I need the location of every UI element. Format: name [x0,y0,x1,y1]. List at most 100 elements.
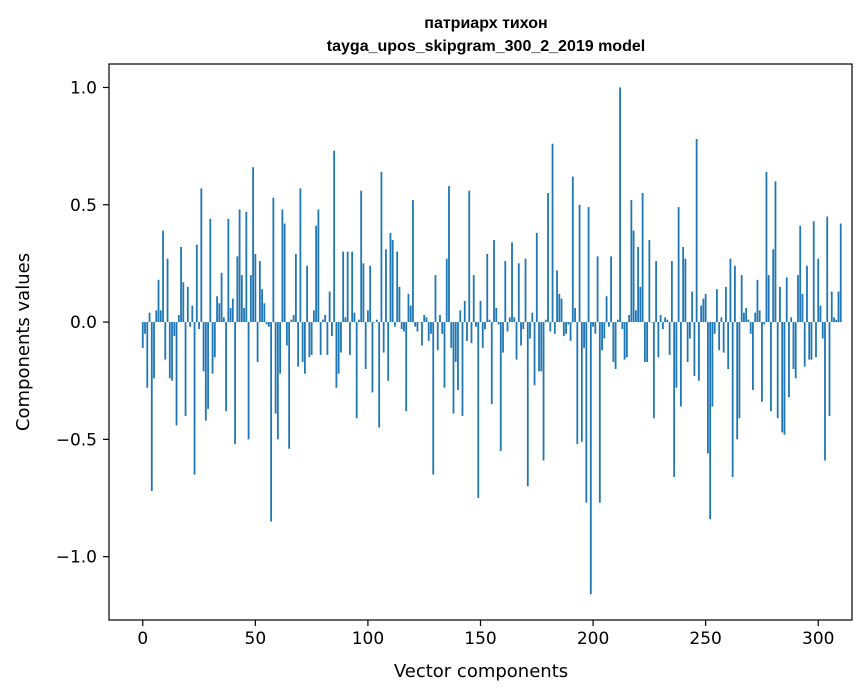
bar [186,286,189,323]
bar [306,265,309,323]
bar [767,275,770,323]
bar [745,307,748,323]
bar [605,296,608,323]
x-tick-label: 150 [464,629,496,649]
bar [650,322,653,323]
bar [641,193,644,323]
bar [547,193,549,323]
bar [646,322,649,362]
bar [344,317,347,323]
bar [189,322,191,327]
bar [558,293,561,323]
bar [673,322,676,477]
bar [797,275,799,323]
bar [542,322,545,461]
bar [677,207,680,323]
bar [799,225,802,323]
bar [184,322,187,416]
bar [475,322,477,327]
bar [686,322,689,362]
y-tick-label: 0.0 [70,313,97,333]
bar [168,322,171,379]
bar [452,322,455,414]
bar [522,322,525,330]
bar [382,322,385,353]
bar [398,286,401,323]
bar [738,322,741,419]
bar [761,322,763,402]
bar [639,286,642,323]
bar [529,322,531,339]
x-tick-label: 300 [802,629,834,649]
bar [367,310,369,323]
bar [466,322,468,341]
bar [317,209,320,323]
bar [632,230,635,323]
bar [319,322,322,355]
bar [439,315,441,323]
bar [700,305,703,323]
bar [540,322,543,372]
bar [389,232,392,323]
bar [794,322,797,379]
bar [695,139,698,323]
bar [445,258,448,323]
bar [725,286,727,323]
bar [432,322,435,475]
bar [790,317,793,323]
bar [815,322,817,358]
bar [601,322,603,351]
bar [285,322,288,346]
bar [256,322,259,362]
bar [141,322,144,348]
bar [231,298,234,323]
bar [506,322,509,332]
bar [461,322,464,416]
bar [819,305,822,323]
bar [821,322,824,339]
bar [612,322,615,362]
bar [652,322,655,419]
y-tick-label: −0.5 [56,430,97,450]
bar [209,218,212,323]
bar [544,319,547,323]
bar [369,265,372,323]
y-axis-label: Components values [13,253,34,431]
bar [303,322,306,374]
bar [418,322,421,323]
bar [443,322,446,388]
bar [479,300,482,323]
bar [297,322,300,367]
bar [637,246,640,323]
bar [666,319,669,323]
bar [391,239,394,323]
bar [833,317,835,323]
bar [238,209,241,323]
bar [828,322,831,416]
bar [425,317,428,323]
bar [565,322,567,334]
bar [427,322,430,341]
bar [670,261,673,323]
bar [765,171,768,323]
bar [553,322,556,334]
bar [409,305,412,323]
bar [292,315,295,323]
bar [792,322,795,369]
bar [162,230,164,323]
bar [436,322,439,351]
bar [619,87,621,323]
bar [691,291,694,323]
bar [808,322,811,360]
bar [810,322,813,360]
bar [213,322,216,358]
bar [243,307,245,323]
bar [625,322,628,358]
bar [830,291,833,323]
bar [321,319,324,323]
bar [279,322,282,374]
bar [247,322,250,440]
bar [258,261,261,323]
bar [729,258,732,323]
bar [312,310,315,323]
